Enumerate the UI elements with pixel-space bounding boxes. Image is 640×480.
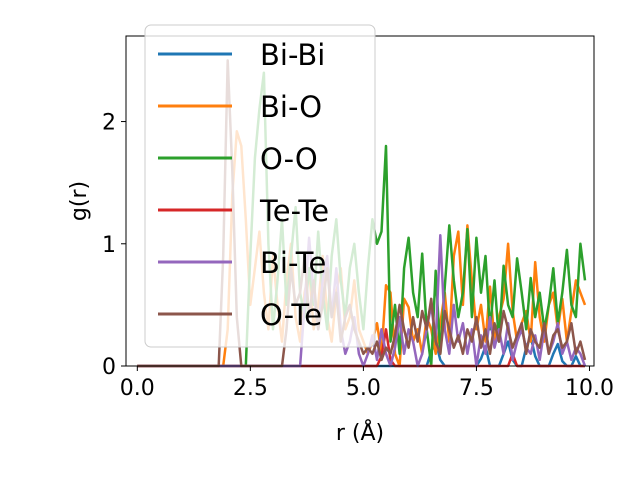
x-tick-label-3: 7.5 (459, 376, 494, 401)
legend-label-1: Bi-O (260, 90, 322, 124)
legend-label-2: O-O (260, 142, 318, 176)
x-axis-label: r (Å) (336, 419, 384, 446)
legend-label-0: Bi-Bi (260, 38, 325, 72)
ticks-layer: 0.0 2.5 5.0 7.5 10.0 0 1 2 (102, 111, 614, 401)
x-tick-label-1: 2.5 (233, 376, 268, 401)
x-tick-label-0: 0.0 (120, 376, 155, 401)
y-axis-label: g(r) (67, 181, 92, 221)
y-tick-label-0: 0 (102, 355, 116, 380)
legend-label-5: O-Te (260, 298, 322, 332)
legend: Bi-Bi Bi-O O-O Te-Te Bi-Te O-Te (144, 24, 376, 348)
y-tick-label-1: 1 (102, 233, 116, 258)
y-tick-label-2: 2 (102, 111, 116, 136)
x-tick-label-2: 5.0 (346, 376, 381, 401)
x-tick-label-4: 10.0 (565, 376, 614, 401)
legend-label-3: Te-Te (259, 194, 329, 228)
legend-label-4: Bi-Te (260, 246, 326, 280)
